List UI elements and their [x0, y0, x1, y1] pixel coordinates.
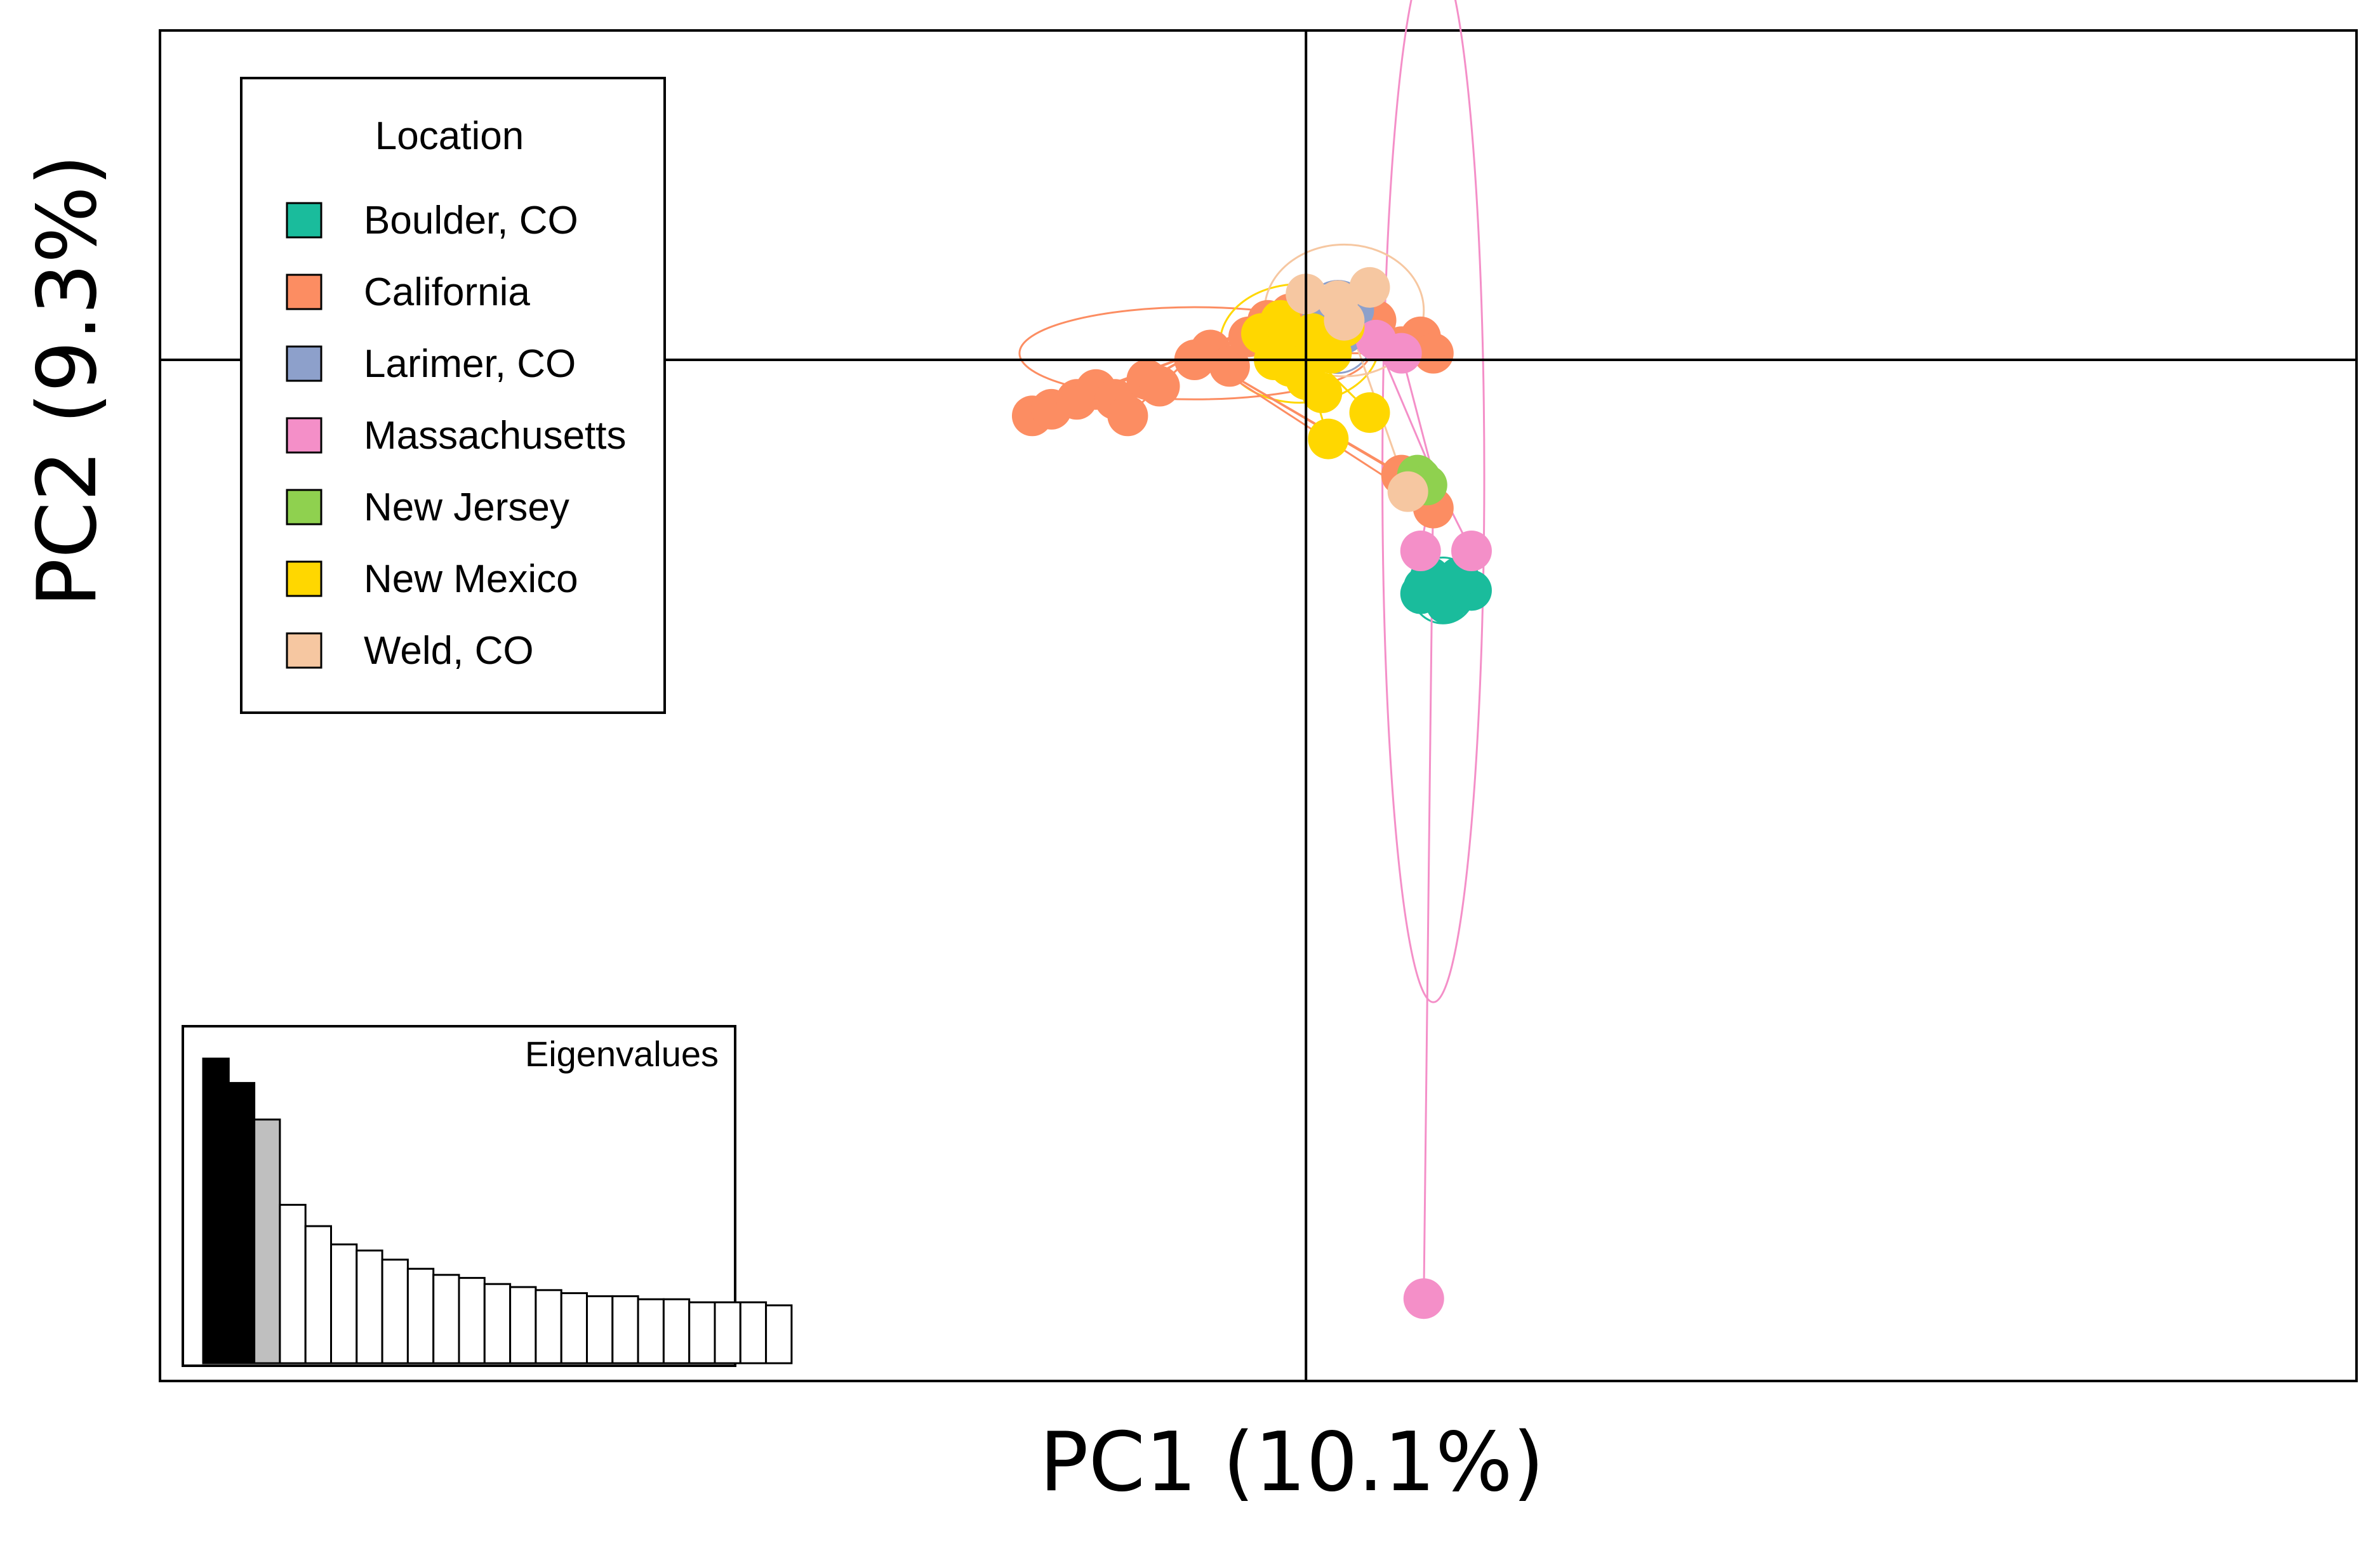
- y-axis-label: PC2 (9.3%): [20, 154, 115, 607]
- eigenvalue-bar-9: [406, 1267, 435, 1364]
- eigenvalue-bar-18: [637, 1298, 665, 1364]
- plot-area: [159, 0, 2358, 1382]
- eigenvalue-bar-2: [227, 1081, 256, 1364]
- legend-label-massachusetts: Massachusetts: [364, 414, 627, 458]
- eigenvalue-bar-12: [483, 1283, 512, 1364]
- point-massachusetts-2: [1400, 531, 1441, 572]
- eigenvalue-bar-13: [509, 1286, 537, 1364]
- eigenvalue-bar-1: [202, 1057, 230, 1364]
- point-new-mexico-10: [1349, 392, 1390, 433]
- legend-swatch-new-mexico: [286, 560, 322, 597]
- point-california-7: [1139, 366, 1180, 407]
- point-boulder-co-7: [1403, 567, 1444, 608]
- eigenvalues-inset: Eigenvalues: [182, 1025, 793, 1367]
- eigenvalue-bar-6: [330, 1243, 358, 1364]
- eigenvalue-bar-3: [253, 1118, 281, 1364]
- legend: Location Boulder, CO California Larimer, C…: [240, 77, 666, 714]
- legend-label-weld-co: Weld, CO: [364, 629, 534, 673]
- point-california-5: [1107, 395, 1148, 437]
- legend-swatch-larimer-co: [286, 345, 322, 382]
- eigenvalue-bar-20: [688, 1301, 716, 1364]
- eigenvalue-bar-5: [304, 1225, 333, 1364]
- x-axis-label: PC1 (10.1%): [1039, 1415, 1544, 1510]
- eigenvalue-bar-23: [765, 1304, 793, 1364]
- point-massachusetts-3: [1451, 531, 1492, 572]
- point-weld-co-3: [1324, 300, 1365, 341]
- legend-items: Boulder, CO California Larimer, CO Massachu…: [286, 199, 627, 673]
- plot-frame: [159, 29, 2358, 1382]
- data-points: [1011, 267, 1492, 1319]
- legend-swatch-weld-co: [286, 632, 322, 669]
- legend-label-new-jersey: New Jersey: [364, 486, 569, 529]
- eigenvalue-bar-16: [586, 1295, 614, 1364]
- point-new-mexico-7: [1301, 372, 1343, 413]
- point-weld-co-2: [1349, 267, 1390, 308]
- eigenvalue-bar-10: [432, 1274, 460, 1364]
- legend-box: [240, 77, 666, 714]
- point-massachusetts-1: [1381, 333, 1422, 374]
- eigenvalue-bar-11: [458, 1277, 486, 1364]
- legend-swatch-new-jersey: [286, 489, 322, 525]
- eigenvalue-bar-22: [739, 1301, 768, 1364]
- legend-label-boulder-co: Boulder, CO: [364, 199, 578, 242]
- legend-swatch-massachusetts: [286, 417, 322, 454]
- point-massachusetts-4: [1403, 1278, 1444, 1319]
- point-new-mexico-11: [1308, 418, 1349, 459]
- point-weld-co-4: [1387, 471, 1428, 512]
- eigenvalue-bars: [202, 1057, 793, 1364]
- eigenvalue-bar-17: [611, 1295, 639, 1364]
- legend-label-larimer-co: Larimer, CO: [364, 342, 576, 386]
- point-california-10: [1209, 346, 1250, 387]
- inset-title: Eigenvalues: [525, 1034, 719, 1074]
- point-california-20: [1413, 333, 1454, 374]
- legend-label-california: California: [364, 270, 530, 314]
- eigenvalue-bar-8: [381, 1259, 409, 1364]
- legend-swatch-boulder-co: [286, 202, 322, 239]
- legend-title: Location: [375, 114, 524, 158]
- legend-label-new-mexico: New Mexico: [364, 557, 578, 601]
- legend-swatch-california: [286, 274, 322, 310]
- eigenvalue-bar-7: [356, 1249, 383, 1364]
- eigenvalue-bar-15: [560, 1292, 588, 1364]
- eigenvalue-bar-19: [662, 1298, 691, 1364]
- eigenvalue-bar-4: [279, 1203, 307, 1364]
- eigenvalue-bar-14: [535, 1289, 562, 1364]
- link-massachusetts-1: [1400, 353, 1435, 476]
- eigenvalue-bar-21: [714, 1301, 741, 1364]
